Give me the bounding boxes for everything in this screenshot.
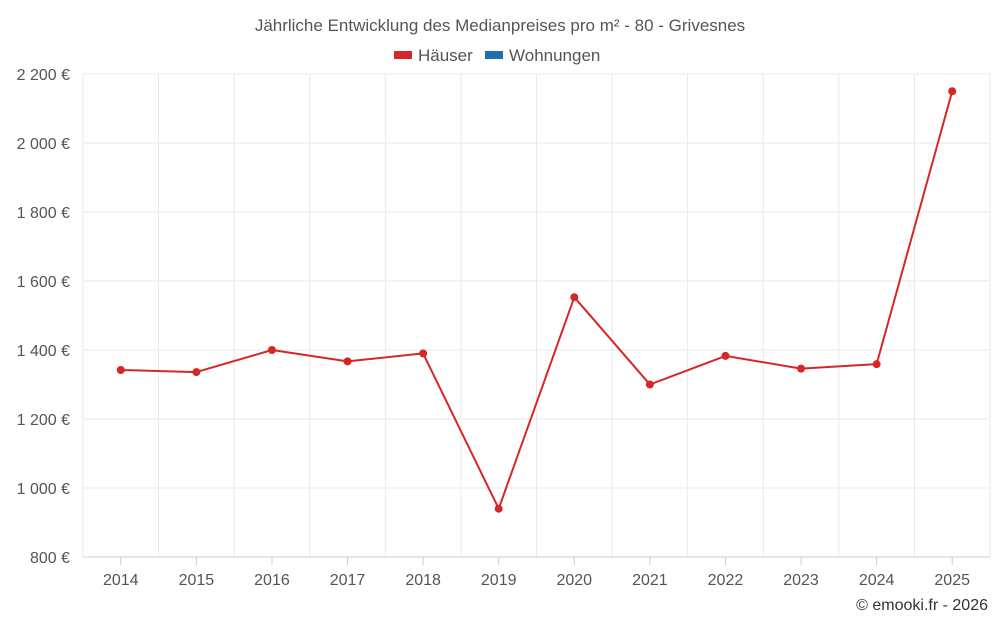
y-tick-label: 1 200 € bbox=[17, 412, 70, 429]
x-tick-label: 2025 bbox=[934, 572, 970, 589]
x-axis: 2014 2015 2016 2017 2018 2019 2020 2021 2022 2023… bbox=[83, 556, 990, 589]
data-point-haeuser bbox=[570, 293, 579, 302]
data-point-haeuser bbox=[797, 364, 806, 373]
x-tick-label: 2017 bbox=[330, 572, 366, 589]
y-axis: 800 € 1 000 € 1 200 € 1 400 € 1 600 € 1 800 €… bbox=[17, 67, 70, 567]
legend-label-haeuser: Häuser bbox=[418, 46, 473, 65]
y-tick-label: 800 € bbox=[30, 550, 70, 567]
x-tick-label: 2018 bbox=[405, 572, 441, 589]
y-tick-label: 1 000 € bbox=[17, 481, 70, 498]
x-tick-label: 2019 bbox=[481, 572, 517, 589]
data-point-haeuser bbox=[721, 351, 730, 360]
series-haeuser bbox=[116, 87, 957, 513]
legend-label-wohnungen: Wohnungen bbox=[509, 46, 600, 65]
x-tick-label: 2016 bbox=[254, 572, 290, 589]
legend-swatch-wohnungen bbox=[485, 51, 503, 59]
x-tick-label: 2014 bbox=[103, 572, 139, 589]
y-tick-label: 1 600 € bbox=[17, 274, 70, 291]
y-tick-label: 2 000 € bbox=[17, 136, 70, 153]
chart-title: Jährliche Entwicklung des Medianpreises … bbox=[255, 16, 745, 35]
y-tick-label: 2 200 € bbox=[17, 67, 70, 84]
data-point-haeuser bbox=[267, 346, 276, 354]
data-point-haeuser bbox=[116, 366, 125, 375]
data-point-haeuser bbox=[948, 87, 957, 96]
legend: Häuser Wohnungen bbox=[394, 46, 600, 65]
data-point-haeuser bbox=[419, 349, 428, 358]
legend-item-wohnungen[interactable]: Wohnungen bbox=[485, 46, 600, 65]
data-point-haeuser bbox=[872, 360, 881, 369]
x-tick-label: 2023 bbox=[783, 572, 819, 589]
data-point-haeuser bbox=[192, 368, 201, 377]
x-tick-label: 2015 bbox=[179, 572, 215, 589]
x-tick-label: 2020 bbox=[556, 572, 592, 589]
y-tick-label: 1 800 € bbox=[17, 205, 70, 222]
x-tick-label: 2022 bbox=[708, 572, 744, 589]
series-line-haeuser bbox=[120, 91, 954, 510]
legend-item-haeuser[interactable]: Häuser bbox=[394, 46, 473, 65]
data-point-haeuser bbox=[343, 357, 352, 366]
data-point-haeuser bbox=[494, 504, 503, 513]
y-tick-label: 1 400 € bbox=[17, 343, 70, 360]
credit-text: © emooki.fr - 2026 bbox=[856, 597, 988, 614]
data-point-haeuser bbox=[645, 380, 654, 389]
x-tick-label: 2021 bbox=[632, 572, 668, 589]
x-tick-label: 2024 bbox=[859, 572, 895, 589]
grid bbox=[82, 73, 991, 557]
legend-swatch-haeuser bbox=[394, 51, 412, 59]
